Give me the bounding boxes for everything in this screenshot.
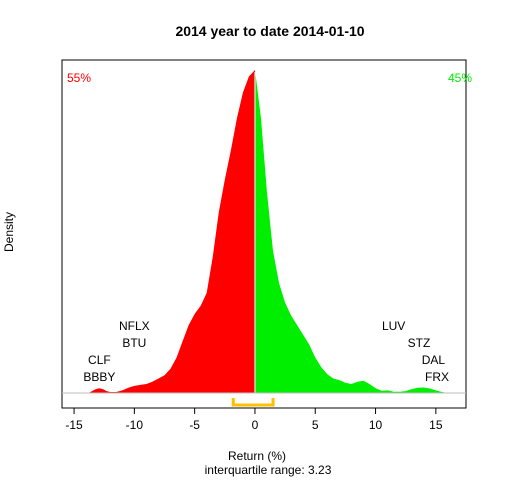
x-tick-label: 10: [369, 418, 383, 432]
x-tick-label: -10: [126, 418, 144, 432]
ticker-annotation: CLF: [88, 353, 111, 367]
ticker-annotation: BTU: [122, 336, 146, 350]
ticker-annotation: STZ: [408, 336, 431, 350]
ticker-annotation: BBBY: [83, 370, 115, 384]
chart-title: 2014 year to date 2014-01-10: [175, 23, 364, 39]
ticker-annotation: NFLX: [119, 319, 150, 333]
right-percent-label: 45%: [448, 71, 472, 85]
x-tick-label: -15: [65, 418, 83, 432]
plot-frame: [61, 59, 467, 409]
x-tick-label: 0: [252, 418, 259, 432]
iqr-subtitle: interquartile range: 3.23: [205, 463, 332, 477]
x-tick-label: -5: [189, 418, 200, 432]
ticker-annotation: DAL: [422, 353, 446, 367]
x-axis-label: Return (%): [228, 449, 286, 463]
x-tick-label: 5: [312, 418, 319, 432]
x-tick-label: 15: [429, 418, 443, 432]
ticker-annotation: FRX: [425, 370, 449, 384]
iqr-bracket: [231, 398, 275, 407]
ticker-annotation: LUV: [382, 319, 405, 333]
left-percent-label: 55%: [67, 71, 91, 85]
y-axis-label: Density: [2, 212, 16, 252]
positive-return-area: [255, 70, 448, 393]
negative-return-area: [88, 70, 255, 393]
